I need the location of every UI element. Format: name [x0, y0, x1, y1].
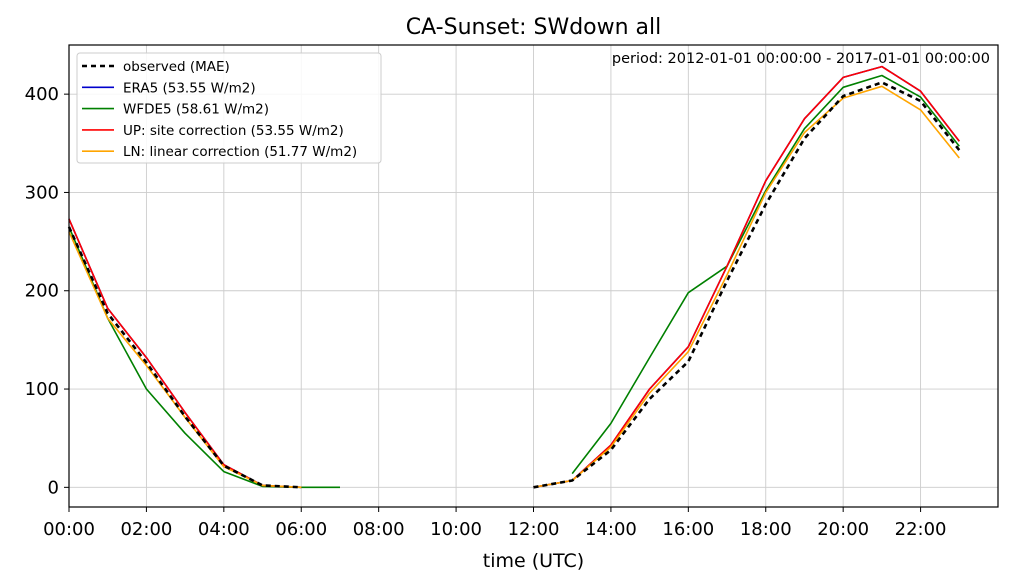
series-line	[67, 226, 302, 489]
legend-box	[76, 52, 382, 164]
x-tick-label: 00:00	[43, 519, 95, 540]
y-tick-label: 0	[48, 477, 59, 498]
x-tick-label: 16:00	[662, 519, 714, 540]
legend-label: LN: linear correction (51.77 W/m2)	[123, 144, 357, 160]
x-tick-label: 18:00	[740, 519, 792, 540]
legend-label: observed (MAE)	[123, 59, 230, 75]
legend-label: UP: site correction (53.55 W/m2)	[123, 123, 344, 139]
x-axis-label: time (UTC)	[483, 550, 584, 572]
series-line	[533, 85, 960, 489]
legend: observed (MAE) ERA5 (53.55 W/m2) WFDE5 (58…	[76, 52, 382, 164]
x-tick-label: 12:00	[508, 519, 560, 540]
legend-label: ERA5 (53.55 W/m2)	[123, 80, 256, 96]
series-line	[571, 74, 960, 475]
x-tick-label: 06:00	[275, 519, 327, 540]
y-tick-label: 300	[25, 182, 59, 203]
series-layer	[67, 65, 961, 489]
y-tick-label: 400	[25, 84, 59, 105]
period-annotation: period: 2012-01-01 00:00:00 - 2017-01-01…	[612, 51, 990, 67]
axis-ticks: 00:00 02:00 04:00 06:00 08:00 10:00 12:00 14:00…	[25, 84, 947, 540]
series-line	[68, 231, 302, 489]
x-tick-label: 22:00	[895, 519, 947, 540]
y-tick-label: 100	[25, 379, 59, 400]
x-tick-label: 14:00	[585, 519, 637, 540]
x-tick-label: 04:00	[198, 519, 250, 540]
y-tick-label: 200	[25, 281, 59, 302]
x-tick-label: 08:00	[353, 519, 405, 540]
chart-title: CA-Sunset: SWdown all	[406, 15, 662, 40]
x-tick-label: 10:00	[430, 519, 482, 540]
x-tick-label: 20:00	[817, 519, 869, 540]
series-line	[533, 65, 960, 489]
legend-label: WFDE5 (58.61 W/m2)	[123, 102, 269, 118]
x-tick-label: 02:00	[120, 519, 172, 540]
